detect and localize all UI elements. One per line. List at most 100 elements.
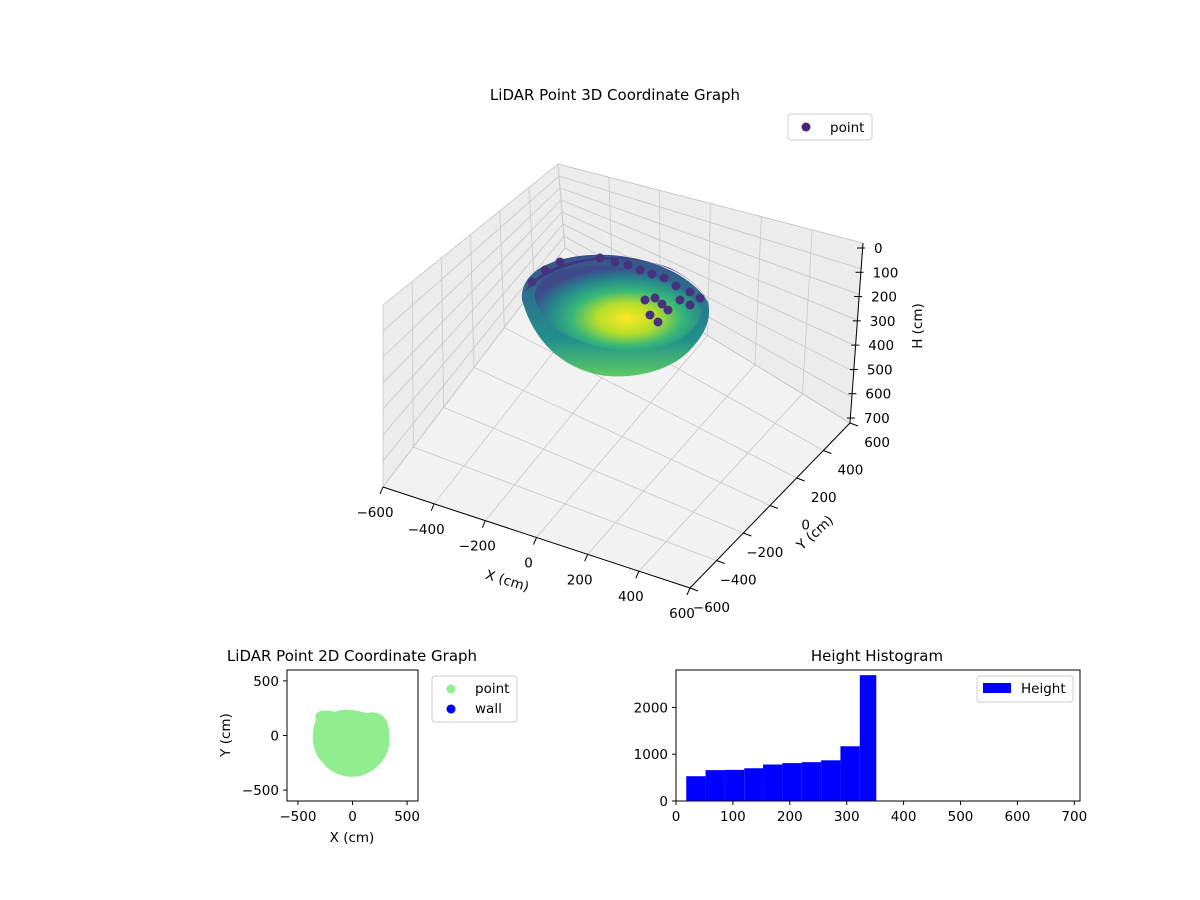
z-tick-label-3d: 500	[867, 362, 893, 378]
z-tick-label-3d: 0	[874, 241, 883, 257]
x-tick-label-3d: −200	[459, 539, 496, 555]
y-tick-mark-3d	[716, 560, 725, 564]
grid-line-z-left	[382, 223, 564, 436]
y-tick-label-3d: −200	[746, 545, 783, 561]
z-tick-label-3d: 700	[864, 411, 890, 427]
y-axis-label-2d: Y (cm)	[218, 713, 234, 758]
axes-histogram: 0 100 200 300 400 500 600 700 0 1000 2000	[634, 700, 1088, 825]
rim-point	[640, 295, 650, 305]
chart-2d: LiDAR Point 2D Coordinate Graph −500−500…	[218, 647, 518, 846]
grid-line-z-right	[560, 199, 858, 321]
z-axis-line-3d	[849, 242, 864, 424]
legend-3d-marker	[801, 122, 811, 132]
x-tick-label-hist: 700	[1061, 809, 1087, 825]
grid-line-right-wall	[754, 216, 762, 365]
histogram-bar	[801, 762, 822, 801]
rim-point	[555, 257, 565, 267]
x-tick-label-hist: 500	[948, 809, 974, 825]
y-tick-label-2d: 0	[270, 729, 279, 745]
z-tick-label-3d: 100	[873, 265, 899, 281]
x-axis-label-2d: X (cm)	[330, 830, 375, 846]
y-tick-label-3d: 0	[801, 518, 810, 534]
rim-point	[675, 295, 685, 305]
legend-2d-wall-marker	[446, 704, 456, 714]
x-tick-label-3d: −400	[408, 522, 445, 538]
grid-line-z-right	[561, 211, 856, 347]
y-tick-label-3d: 600	[864, 435, 890, 451]
y-tick-label-hist: 0	[659, 794, 668, 810]
x-tick-label-3d: −600	[356, 505, 393, 521]
cloud-rim-points	[527, 253, 705, 327]
grid-line-right-wall	[802, 229, 813, 394]
lidar-point-cloud	[521, 253, 710, 377]
chart-2d-title: LiDAR Point 2D Coordinate Graph	[227, 647, 477, 665]
grid-line-z-right	[559, 187, 860, 295]
x-tick-label-hist: 600	[1005, 809, 1031, 825]
histogram-bar	[724, 769, 745, 801]
y-tick-label-2d: 500	[253, 674, 279, 690]
rim-point	[685, 287, 695, 297]
chart-histogram: Height Histogram 0 100 200 300 400 500 600 7000…	[634, 647, 1088, 825]
rim-point	[527, 277, 537, 287]
x-tick-mark-3d	[533, 537, 537, 545]
x-tick-label-3d: 200	[567, 572, 593, 588]
x-tick-mark-3d	[430, 503, 435, 512]
grid-line-z-left	[382, 175, 560, 332]
grid-line-left-wall	[499, 210, 505, 328]
y-tick-label-2d: −500	[242, 783, 279, 799]
x-tick-label-2d: −500	[279, 809, 316, 825]
legend-histogram-label: Height	[1021, 681, 1066, 697]
legend-2d-point-label: point	[475, 681, 509, 697]
rim-point	[623, 260, 633, 270]
y-tick-label-3d: 400	[838, 463, 864, 479]
y-tick-mark-3d	[796, 477, 805, 482]
axes-3d: −600−400−2000200400600−600−400−200020040…	[356, 241, 898, 622]
y-tick-label-3d: 200	[811, 490, 837, 506]
grid-line-y	[443, 406, 744, 534]
legend-2d-point-marker	[446, 684, 456, 694]
point-cloud-2d	[312, 709, 390, 777]
y-tick-mark-3d	[689, 587, 699, 592]
legend-histogram: Height	[976, 675, 1074, 703]
grid-line-z-left	[382, 199, 562, 384]
x-tick-label-3d: 600	[669, 606, 695, 622]
histogram-bar	[763, 764, 783, 801]
x-tick-mark-3d	[686, 587, 691, 596]
axes-2d: −500−500 0 0 500 500	[242, 674, 420, 825]
y-tick-mark-3d	[823, 450, 832, 454]
rim-point	[685, 300, 695, 310]
x-tick-label-hist: 300	[834, 809, 860, 825]
legend-histogram-frame	[976, 675, 1074, 703]
grid-line-left-wall	[440, 257, 445, 408]
chart-3d: LiDAR Point 3D Coordinate Graph	[356, 86, 926, 622]
y-tick-mark-3d	[743, 532, 752, 537]
histogram-bar	[821, 760, 841, 801]
x-axis-line-3d	[382, 486, 691, 589]
grid-line-left-wall	[411, 281, 414, 448]
rim-point	[657, 299, 667, 309]
grid-line-z-left	[382, 187, 561, 358]
rim-point	[650, 293, 660, 303]
x-tick-label-hist: 400	[891, 809, 917, 825]
rim-point	[653, 317, 663, 327]
grid-line-y	[473, 367, 771, 506]
x-tick-label-2d: 0	[348, 809, 357, 825]
histogram-bar	[840, 746, 860, 801]
x-tick-label-hist: 100	[720, 809, 746, 825]
x-tick-label-hist: 200	[777, 809, 803, 825]
z-tick-label-3d: 300	[870, 314, 896, 330]
rim-point	[659, 273, 669, 283]
z-tick-label-3d: 400	[868, 338, 894, 354]
x-tick-mark-3d	[379, 486, 384, 495]
x-tick-label-3d: 400	[618, 589, 644, 605]
plot-area-histogram	[675, 669, 1081, 802]
grid-line-y	[504, 327, 797, 479]
histogram-bar	[705, 770, 725, 801]
x-tick-label-3d: 0	[524, 556, 533, 572]
chart-3d-title: LiDAR Point 3D Coordinate Graph	[490, 86, 740, 104]
rim-point	[647, 269, 657, 279]
rim-point	[635, 265, 645, 275]
histogram-bar	[859, 675, 877, 801]
legend-3d-frame	[787, 113, 873, 141]
